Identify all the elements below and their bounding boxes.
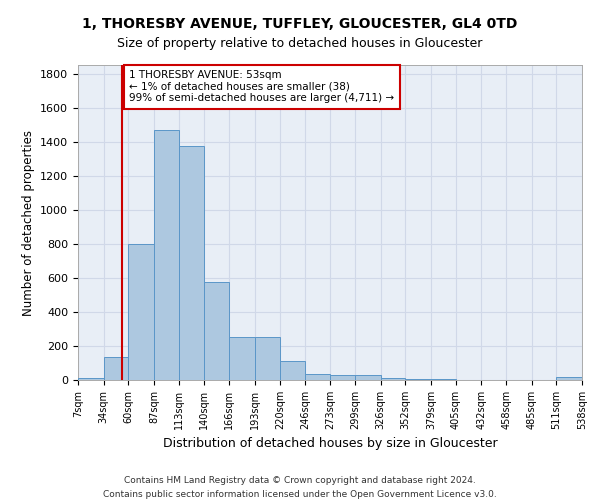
Text: Contains HM Land Registry data © Crown copyright and database right 2024.: Contains HM Land Registry data © Crown c… xyxy=(124,476,476,485)
Bar xyxy=(280,362,305,380)
Bar xyxy=(331,375,355,380)
Bar xyxy=(229,336,254,380)
Bar xyxy=(104,357,128,380)
Y-axis label: Number of detached properties: Number of detached properties xyxy=(22,130,35,316)
Bar xyxy=(305,374,331,380)
Text: 1, THORESBY AVENUE, TUFFLEY, GLOUCESTER, GL4 0TD: 1, THORESBY AVENUE, TUFFLEY, GLOUCESTER,… xyxy=(82,18,518,32)
Bar xyxy=(406,379,431,380)
Bar xyxy=(556,376,582,380)
Text: Contains public sector information licensed under the Open Government Licence v3: Contains public sector information licen… xyxy=(103,490,497,499)
Bar xyxy=(204,282,229,380)
Bar xyxy=(128,244,154,380)
X-axis label: Distribution of detached houses by size in Gloucester: Distribution of detached houses by size … xyxy=(163,438,497,450)
Bar xyxy=(78,378,104,380)
Text: Size of property relative to detached houses in Gloucester: Size of property relative to detached ho… xyxy=(118,38,482,51)
Bar xyxy=(254,336,280,380)
Bar xyxy=(431,379,456,380)
Bar xyxy=(381,378,406,380)
Bar xyxy=(179,146,204,380)
Bar xyxy=(154,130,179,380)
Bar xyxy=(355,376,381,380)
Text: 1 THORESBY AVENUE: 53sqm
← 1% of detached houses are smaller (38)
99% of semi-de: 1 THORESBY AVENUE: 53sqm ← 1% of detache… xyxy=(129,70,394,103)
